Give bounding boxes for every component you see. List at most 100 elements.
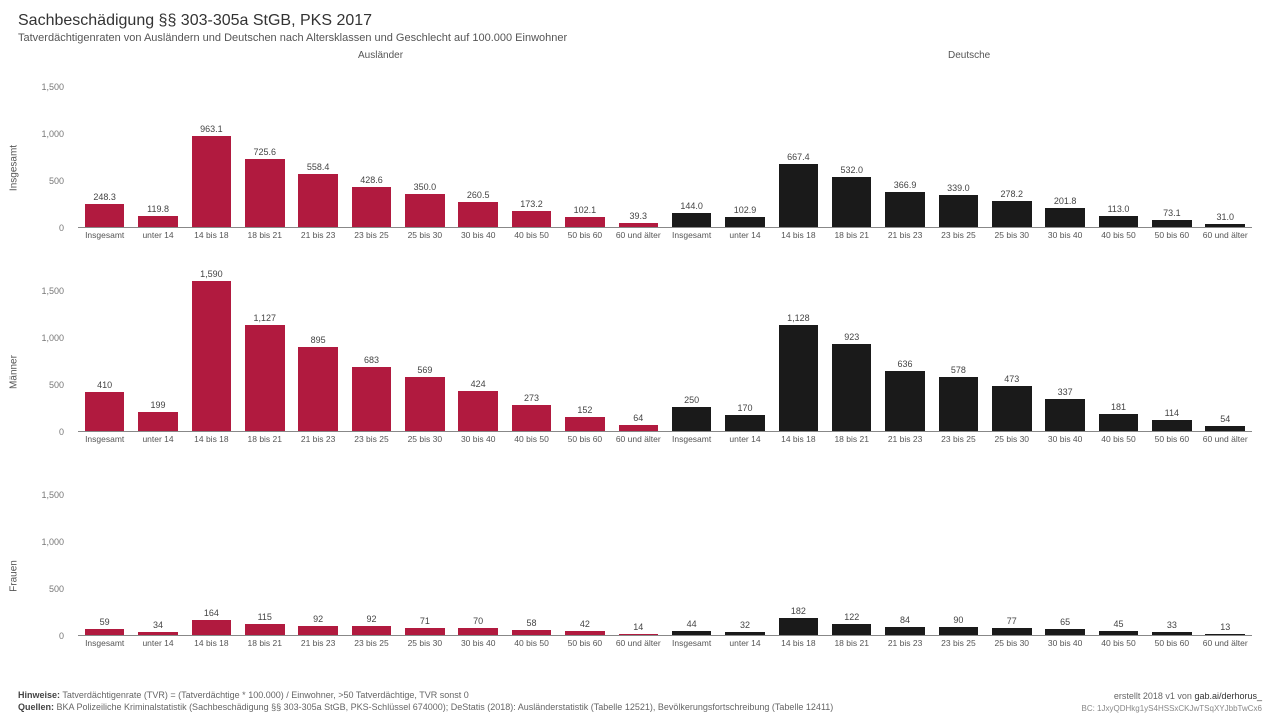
bar: 54 xyxy=(1205,426,1244,431)
x-label: 25 bis 30 xyxy=(398,638,451,654)
bar-slot: 119.8 xyxy=(131,68,184,227)
bar-value: 182 xyxy=(791,606,806,616)
x-labels: Insgesamtunter 1414 bis 1818 bis 2121 bi… xyxy=(78,230,1252,246)
row-axis-label: Männer xyxy=(9,322,20,422)
bar-slot: 428.6 xyxy=(345,68,398,227)
bar: 13 xyxy=(1205,634,1244,635)
bar-value: 250 xyxy=(684,395,699,405)
bar-slot: 273 xyxy=(505,272,558,431)
bar: 1,128 xyxy=(779,325,818,431)
bar-value: 65 xyxy=(1060,617,1070,627)
chart-rows: Insgesamt05001,0001,500248.3119.8963.172… xyxy=(18,68,1262,676)
bar-slot: 201.8 xyxy=(1038,68,1091,227)
bar-slot: 199 xyxy=(131,272,184,431)
bar: 578 xyxy=(939,377,978,431)
bar-value: 532.0 xyxy=(840,165,863,175)
x-label: unter 14 xyxy=(131,230,184,246)
bar: 164 xyxy=(192,620,231,635)
bar-slot: 58 xyxy=(505,476,558,635)
bar-value: 84 xyxy=(900,615,910,625)
credit-link[interactable]: gab.ai/derhorus_ xyxy=(1194,691,1262,701)
bar-value: 114 xyxy=(1165,408,1179,418)
bar-slot: 339.0 xyxy=(932,68,985,227)
bar: 144.0 xyxy=(672,213,711,227)
x-label: 40 bis 50 xyxy=(1092,434,1145,450)
bar-slot: 14 xyxy=(612,476,665,635)
bar-slot: 64 xyxy=(612,272,665,431)
x-label: 60 und älter xyxy=(1199,638,1252,654)
bar-slot: 410 xyxy=(78,272,131,431)
x-label: 18 bis 21 xyxy=(238,434,291,450)
bar-value: 278.2 xyxy=(1001,189,1024,199)
bar-slot: 65 xyxy=(1038,476,1091,635)
x-label: 30 bis 40 xyxy=(452,230,505,246)
bar-slot: 32 xyxy=(718,476,771,635)
bar: 39.3 xyxy=(619,223,658,227)
x-label: 14 bis 18 xyxy=(185,638,238,654)
bar-slot: 473 xyxy=(985,272,1038,431)
chart-row: Männer05001,0001,5004101991,5901,1278956… xyxy=(18,272,1262,472)
bar-value: 173.2 xyxy=(520,199,543,209)
bar-value: 725.6 xyxy=(253,147,276,157)
x-label: Insgesamt xyxy=(78,638,131,654)
bar: 58 xyxy=(512,630,551,635)
x-label: 40 bis 50 xyxy=(505,230,558,246)
bar-value: 14 xyxy=(633,622,643,632)
bar: 44 xyxy=(672,631,711,635)
bar: 725.6 xyxy=(245,159,284,227)
bar-slot: 144.0 xyxy=(665,68,718,227)
bar-value: 410 xyxy=(97,380,112,390)
x-label: 14 bis 18 xyxy=(185,230,238,246)
bar: 339.0 xyxy=(939,195,978,227)
bar: 77 xyxy=(992,628,1031,635)
bars-container: 5934164115929271705842144432182122849077… xyxy=(78,476,1252,635)
x-label: Insgesamt xyxy=(78,230,131,246)
bars-container: 248.3119.8963.1725.6558.4428.6350.0260.5… xyxy=(78,68,1252,227)
bar: 92 xyxy=(298,626,337,635)
x-label: 23 bis 25 xyxy=(345,638,398,654)
bar-value: 260.5 xyxy=(467,190,490,200)
bar-value: 33 xyxy=(1167,620,1177,630)
bar: 114 xyxy=(1152,420,1191,431)
y-tick: 1,000 xyxy=(41,537,64,547)
bar: 558.4 xyxy=(298,174,337,227)
bar-value: 90 xyxy=(953,615,963,625)
bar-value: 115 xyxy=(258,612,272,622)
chart-row: Insgesamt05001,0001,500248.3119.8963.172… xyxy=(18,68,1262,268)
bar-slot: 424 xyxy=(452,272,505,431)
chart-row: Frauen05001,0001,50059341641159292717058… xyxy=(18,476,1262,676)
x-labels: Insgesamtunter 1414 bis 1818 bis 2121 bi… xyxy=(78,434,1252,450)
x-label: 23 bis 25 xyxy=(932,230,985,246)
bar-value: 201.8 xyxy=(1054,196,1077,206)
bar-value: 569 xyxy=(417,365,432,375)
plot-area: 4101991,5901,127895683569424273152642501… xyxy=(78,272,1252,432)
bar-slot: 923 xyxy=(825,272,878,431)
bar-slot: 963.1 xyxy=(185,68,238,227)
bar-value: 44 xyxy=(687,619,697,629)
panel-labels: Ausländer Deutsche xyxy=(18,50,1262,64)
x-label: 23 bis 25 xyxy=(345,230,398,246)
bar: 201.8 xyxy=(1045,208,1084,227)
x-label: 25 bis 30 xyxy=(985,434,1038,450)
bar-value: 473 xyxy=(1004,374,1019,384)
y-tick: 1,000 xyxy=(41,129,64,139)
bar-slot: 122 xyxy=(825,476,878,635)
bar-value: 58 xyxy=(527,618,537,628)
bar-value: 895 xyxy=(311,335,326,345)
bar: 119.8 xyxy=(138,216,177,227)
bar-slot: 248.3 xyxy=(78,68,131,227)
x-label: 21 bis 23 xyxy=(878,434,931,450)
row-axis-label: Frauen xyxy=(9,526,20,626)
bar-value: 963.1 xyxy=(200,124,223,134)
bar-value: 13 xyxy=(1220,622,1230,632)
x-label: 60 und älter xyxy=(1199,230,1252,246)
bar-value: 31.0 xyxy=(1216,212,1234,222)
bar: 199 xyxy=(138,412,177,431)
x-label: unter 14 xyxy=(131,434,184,450)
x-label: 40 bis 50 xyxy=(1092,638,1145,654)
bar-slot: 45 xyxy=(1092,476,1145,635)
y-tick: 0 xyxy=(59,631,64,641)
bar-value: 70 xyxy=(473,616,483,626)
x-label: 30 bis 40 xyxy=(1038,434,1091,450)
bar: 45 xyxy=(1099,631,1138,635)
